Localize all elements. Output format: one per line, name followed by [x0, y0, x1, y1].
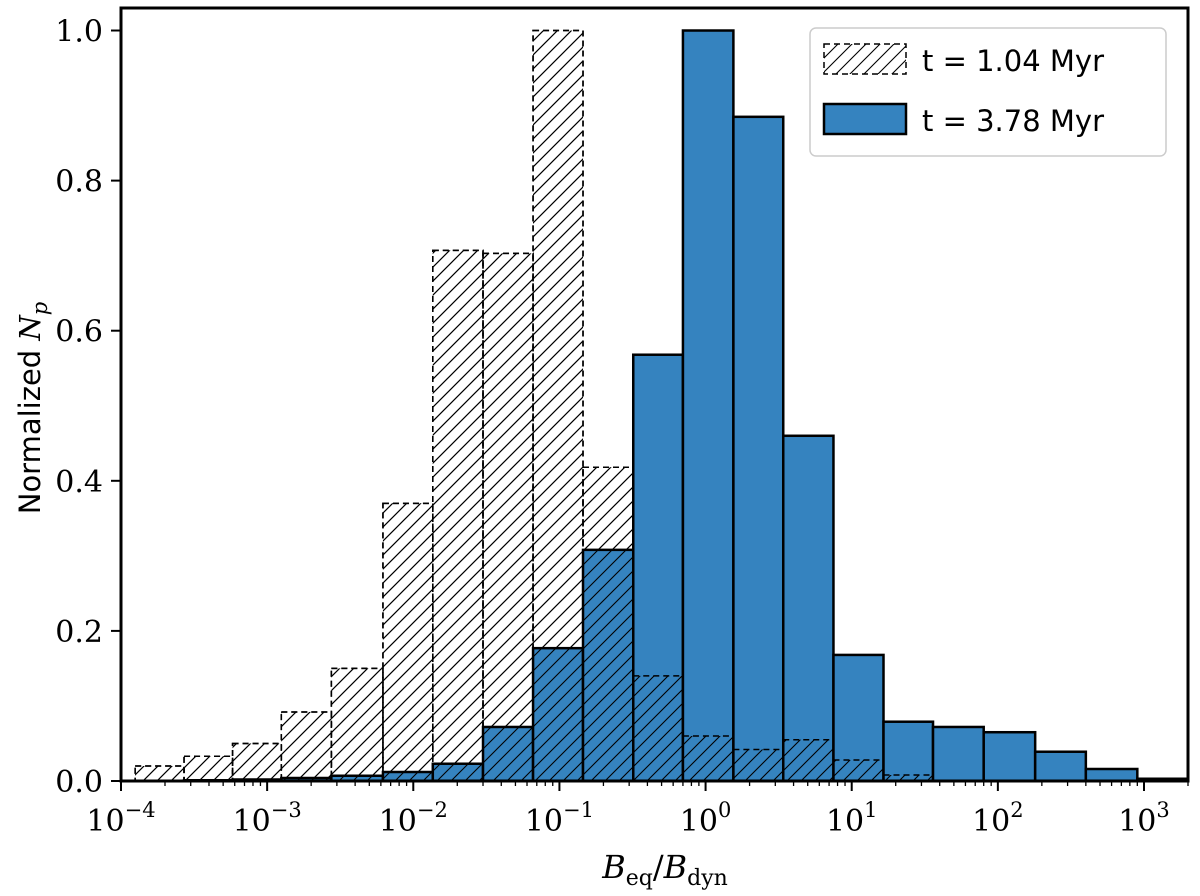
x-tick-label: 101 [826, 798, 878, 839]
filled-bar [781, 434, 835, 781]
hatched-bar-overlay [382, 502, 434, 781]
hatched-bar-overlay [482, 252, 534, 781]
x-tick-label: 10−4 [86, 798, 155, 839]
filled-bar [982, 730, 1037, 781]
y-tick-label: 0.6 [55, 315, 103, 350]
x-tick-label: 10−2 [379, 798, 448, 839]
filled-bar [931, 725, 985, 781]
x-axis-ticks: 10−4 10−3 10−2 10−1 100 101 102 103 [86, 781, 1189, 839]
legend-swatch-hatched [823, 43, 907, 75]
legend-label-t104: t = 1.04 Myr [922, 44, 1104, 78]
hatched-bar-overlay [330, 667, 384, 781]
hatched-bar-overlay [832, 759, 885, 781]
hatched-bar-overlay [432, 249, 484, 781]
hatched-bar-overlay [582, 466, 635, 781]
hatched-bar-overlay [280, 711, 333, 781]
y-axis-ticks: 0.0 0.2 0.4 0.6 0.8 1.0 [55, 15, 121, 800]
legend-label-t378: t = 3.78 Myr [922, 104, 1104, 138]
legend-swatch-filled [822, 102, 908, 136]
x-tick-label: 103 [1118, 798, 1170, 839]
x-axis-label: Beq/Bdyn [601, 848, 728, 891]
hatched-bar-overlay [231, 742, 283, 781]
y-tick-label: 0.0 [55, 765, 103, 800]
plot-frame [119, 6, 1190, 783]
filled-bar [732, 115, 785, 781]
filled-bar [1033, 750, 1088, 781]
y-tick-label: 1.0 [55, 15, 103, 50]
hatched-bar-overlay [134, 765, 185, 781]
y-tick-label: 0.4 [55, 465, 103, 500]
y-axis-label: Normalized Np [13, 302, 52, 515]
x-tick-label: 102 [972, 798, 1024, 839]
hatched-bar-overlay [732, 748, 784, 781]
hatched-bar-overlay [682, 735, 735, 781]
filled-bar [681, 29, 735, 781]
filled-bar [882, 720, 935, 781]
y-tick-label: 0.8 [55, 165, 103, 200]
hatched-bar-overlay [183, 755, 234, 781]
x-tick-label: 100 [680, 798, 732, 839]
hatched-bar-overlay [782, 738, 835, 781]
hatched-bar-overlay [532, 29, 584, 781]
y-tick-label: 0.2 [55, 615, 103, 650]
hatched-bar-overlay [632, 675, 684, 781]
filled-bar [1084, 767, 1139, 781]
plot-area [134, 29, 1188, 781]
x-tick-label: 10−1 [525, 798, 594, 839]
x-tick-label: 10−3 [233, 798, 302, 839]
legend: t = 1.04 Myr t = 3.78 Myr [809, 27, 1167, 157]
